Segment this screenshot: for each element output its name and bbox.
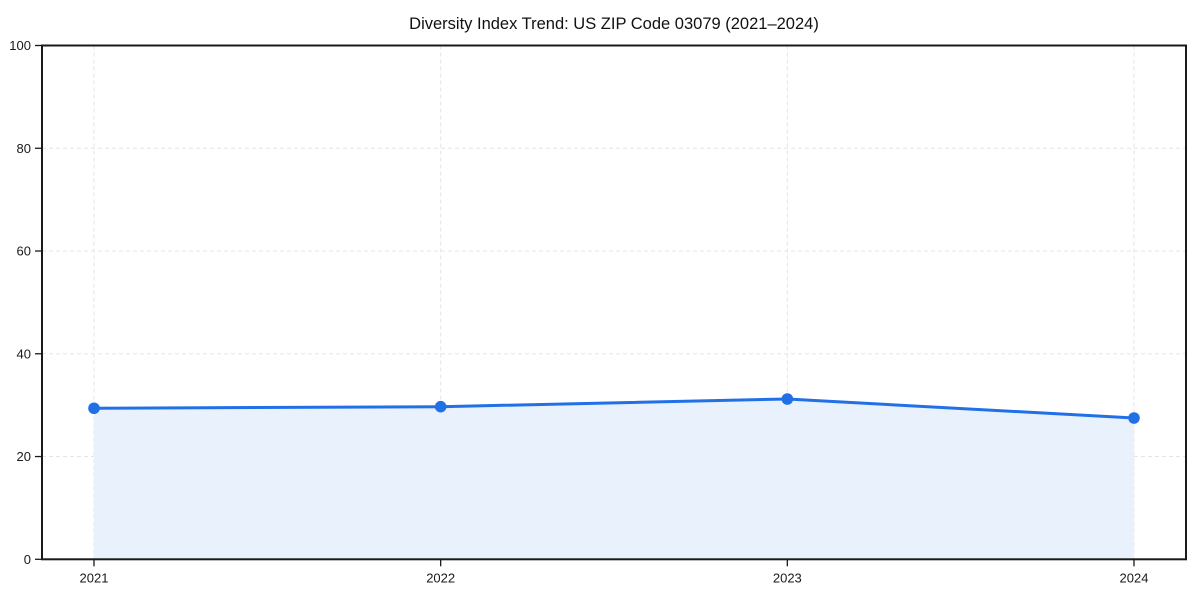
x-tick-label: 2022	[426, 570, 455, 585]
x-tick-label: 2021	[80, 570, 109, 585]
axis-ticks	[35, 44, 1135, 567]
y-tick-label: 80	[17, 141, 31, 156]
series-area-fill	[94, 398, 1134, 560]
x-tick-label: 2024	[1120, 570, 1149, 585]
chart-title: Diversity Index Trend: US ZIP Code 03079…	[409, 15, 819, 33]
data-line	[92, 397, 1136, 420]
y-tick-label: 60	[17, 244, 31, 259]
plot-frame	[41, 44, 1187, 561]
x-tick-label: 2023	[773, 570, 802, 585]
data-point-marker	[88, 402, 100, 415]
area-fill	[94, 398, 1134, 560]
series-line	[92, 397, 1136, 420]
data-point-marker	[781, 393, 794, 405]
data-point-marker	[434, 400, 447, 413]
plot-border	[41, 44, 1187, 561]
data-point-marker	[1128, 412, 1140, 424]
y-tick-label: 100	[9, 38, 31, 53]
axis-tick-labels: 0 20 40 60 80 100 2021 2022 2023 2024	[9, 38, 1148, 585]
y-tick-label: 40	[17, 346, 31, 361]
y-tick-label: 0	[24, 552, 31, 567]
y-tick-label: 20	[17, 449, 31, 464]
data-points	[88, 393, 1140, 424]
